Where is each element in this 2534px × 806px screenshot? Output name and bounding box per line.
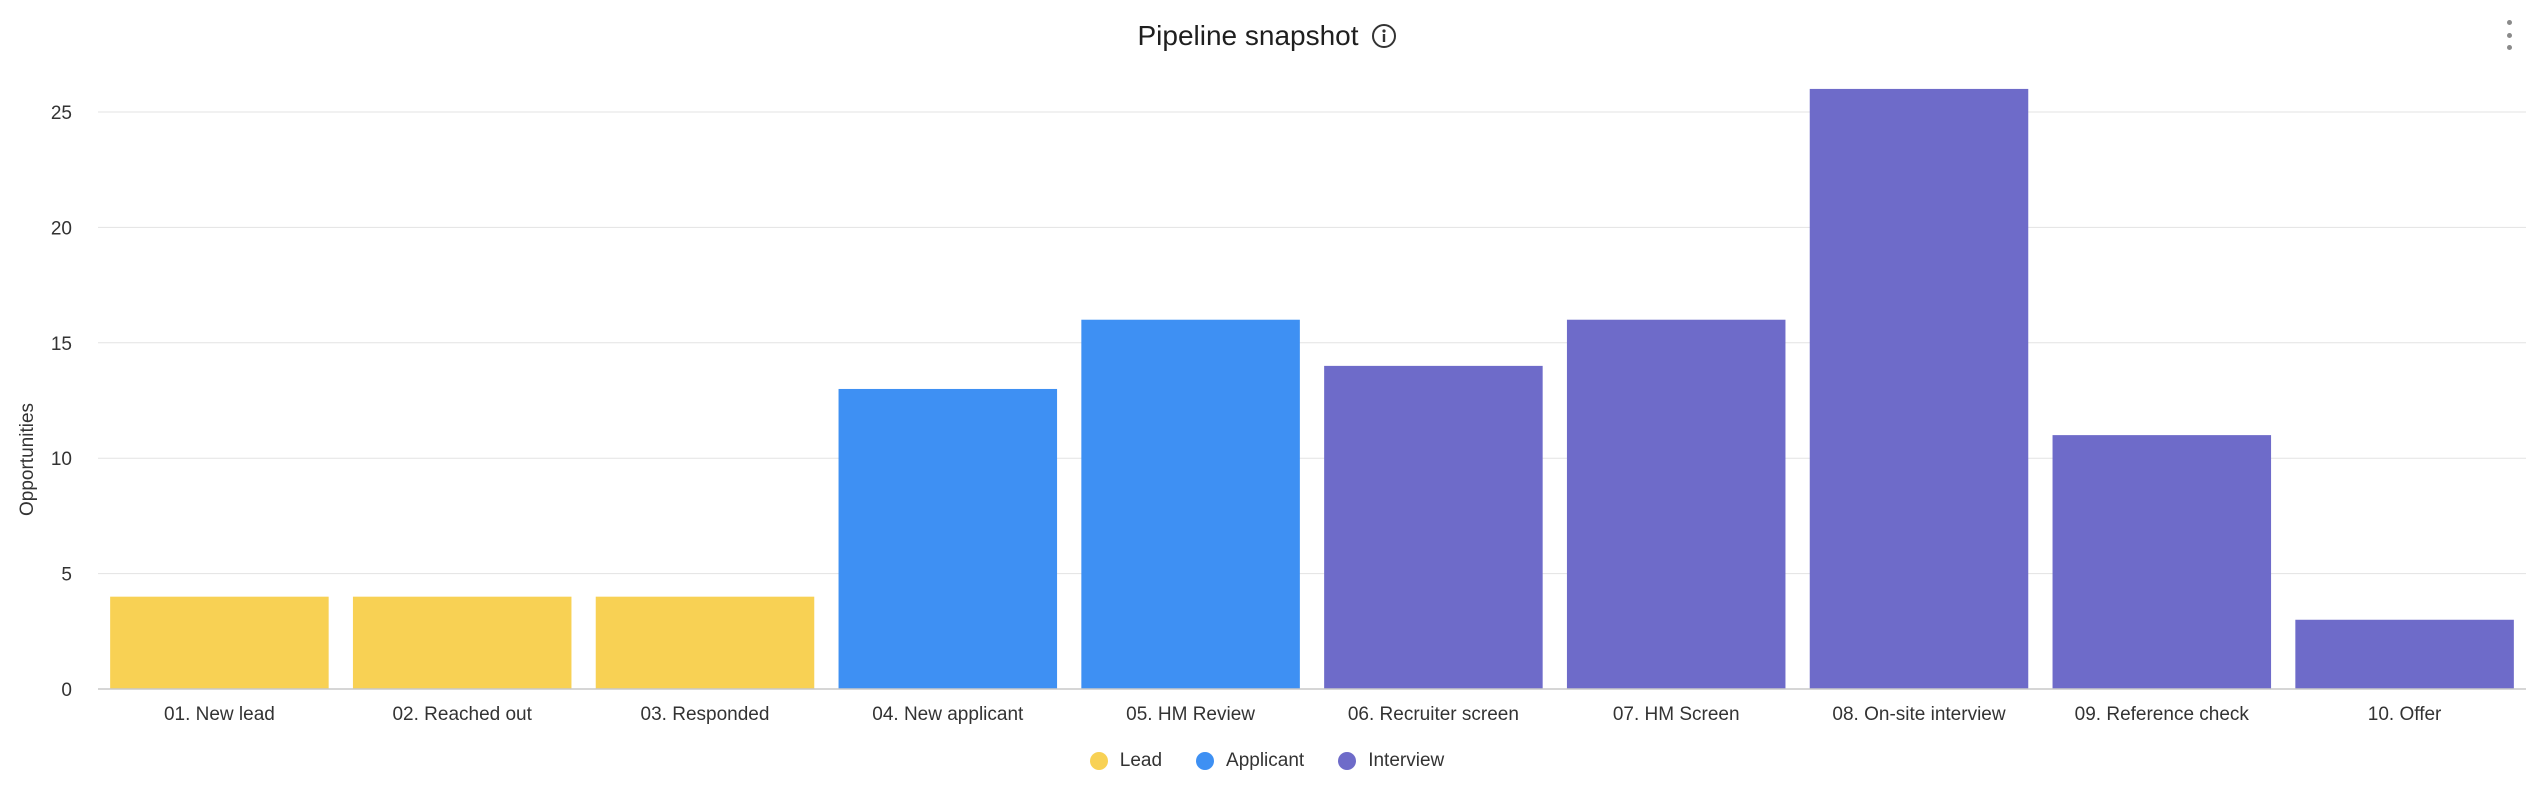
legend-item[interactable]: Interview <box>1338 750 1444 772</box>
bar <box>1081 319 1300 689</box>
legend-item[interactable]: Lead <box>1089 750 1163 772</box>
chart-legend: Lead Applicant Interview <box>0 750 2534 772</box>
legend-label: Interview <box>1368 750 1445 771</box>
x-tick-label: 09. Reference check <box>2075 704 2250 725</box>
y-tick-label: 10 <box>51 449 72 470</box>
legend-label: Lead <box>1119 750 1163 771</box>
bar <box>110 596 329 689</box>
more-options-button[interactable] <box>2498 20 2520 50</box>
bar <box>1809 88 2029 690</box>
x-tick-label: 07. HM Screen <box>1613 704 1740 725</box>
legend-swatch <box>1196 752 1215 770</box>
x-tick-label: 01. New lead <box>164 704 275 725</box>
legend-item[interactable]: Applicant <box>1196 750 1304 772</box>
y-axis-label: Opportunities <box>17 403 38 516</box>
y-tick-label: 5 <box>61 565 72 586</box>
x-tick-label: 10. Offer <box>2368 704 2442 725</box>
y-tick-label: 20 <box>51 218 72 239</box>
bar <box>2052 435 2272 689</box>
legend-swatch <box>1338 752 1357 770</box>
chart-title: Pipeline snapshot <box>1137 20 1359 51</box>
more-vertical-icon <box>2506 20 2512 25</box>
y-tick-label: 15 <box>51 334 72 355</box>
x-tick-label: 06. Recruiter screen <box>1348 704 1519 725</box>
x-tick-label: 02. Reached out <box>392 704 532 725</box>
y-tick-label: 25 <box>51 103 72 124</box>
chart-header: Pipeline snapshot <box>0 14 2534 58</box>
x-tick-label: 05. HM Review <box>1126 704 1255 725</box>
x-tick-label: 08. On-site interview <box>1832 704 2005 725</box>
x-tick-label: 03. Responded <box>641 704 770 725</box>
bar <box>2295 619 2514 689</box>
more-vertical-icon-dot <box>2506 45 2512 50</box>
more-vertical-icon-dot <box>2506 32 2512 38</box>
bar <box>1324 365 1543 689</box>
bar <box>838 388 1058 689</box>
y-tick-label: 0 <box>61 680 72 701</box>
bar <box>352 596 572 689</box>
legend-swatch <box>1089 752 1108 770</box>
legend-label: Applicant <box>1226 750 1305 771</box>
bar <box>1566 319 1786 689</box>
x-tick-label: 04. New applicant <box>872 704 1024 725</box>
info-circle-icon[interactable] <box>1371 23 1397 49</box>
bar <box>595 596 815 689</box>
